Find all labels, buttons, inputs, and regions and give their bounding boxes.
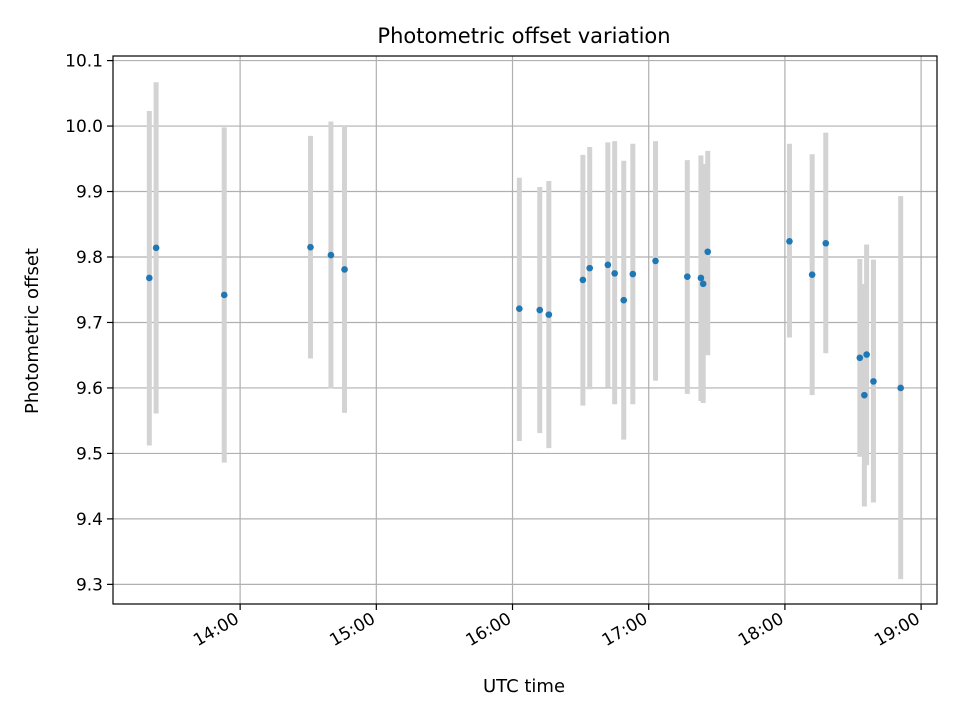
data-point bbox=[684, 273, 691, 280]
grid-layer bbox=[113, 56, 937, 604]
data-point bbox=[620, 296, 628, 304]
data-point bbox=[327, 251, 335, 259]
y-axis-ticks: 9.3 9.4 9.5 9.6 9.7 9.8 9.9 10.0 10.1 bbox=[65, 52, 113, 595]
y-tick-label: 9.9 bbox=[76, 183, 103, 203]
data-point bbox=[586, 264, 593, 272]
point-layer bbox=[146, 237, 904, 399]
y-tick-label: 9.5 bbox=[76, 444, 103, 464]
data-point bbox=[611, 270, 618, 277]
data-point bbox=[220, 291, 228, 299]
data-point bbox=[699, 280, 707, 288]
chart-title: Photometric offset variation bbox=[377, 24, 670, 48]
data-point bbox=[516, 305, 523, 313]
data-point bbox=[536, 306, 544, 314]
data-point bbox=[307, 243, 314, 251]
y-tick-label: 9.6 bbox=[76, 379, 103, 399]
data-point bbox=[822, 239, 830, 247]
data-point bbox=[697, 274, 705, 282]
data-point bbox=[863, 351, 870, 358]
data-point bbox=[545, 311, 553, 318]
y-axis-title: Photometric offset bbox=[22, 248, 43, 414]
y-tick-label: 10.1 bbox=[65, 52, 103, 72]
data-point bbox=[579, 276, 587, 284]
data-point bbox=[861, 391, 868, 399]
x-axis-title: UTC time bbox=[483, 676, 565, 697]
data-point bbox=[341, 266, 348, 273]
plot-frame bbox=[112, 55, 938, 605]
y-tick-label: 9.3 bbox=[76, 575, 103, 595]
data-point bbox=[146, 274, 153, 282]
data-point bbox=[704, 248, 712, 256]
y-tick-label: 10.0 bbox=[65, 117, 103, 137]
y-tick-label: 9.7 bbox=[76, 313, 103, 333]
data-point bbox=[870, 378, 877, 385]
data-point bbox=[629, 270, 637, 278]
data-point bbox=[856, 354, 864, 362]
data-point bbox=[897, 384, 904, 392]
y-tick-label: 9.8 bbox=[76, 248, 103, 268]
y-tick-label: 9.4 bbox=[76, 510, 103, 530]
data-point bbox=[604, 261, 612, 269]
data-point bbox=[786, 237, 793, 245]
data-point bbox=[808, 271, 816, 278]
data-point bbox=[152, 244, 160, 252]
data-point bbox=[652, 257, 659, 265]
